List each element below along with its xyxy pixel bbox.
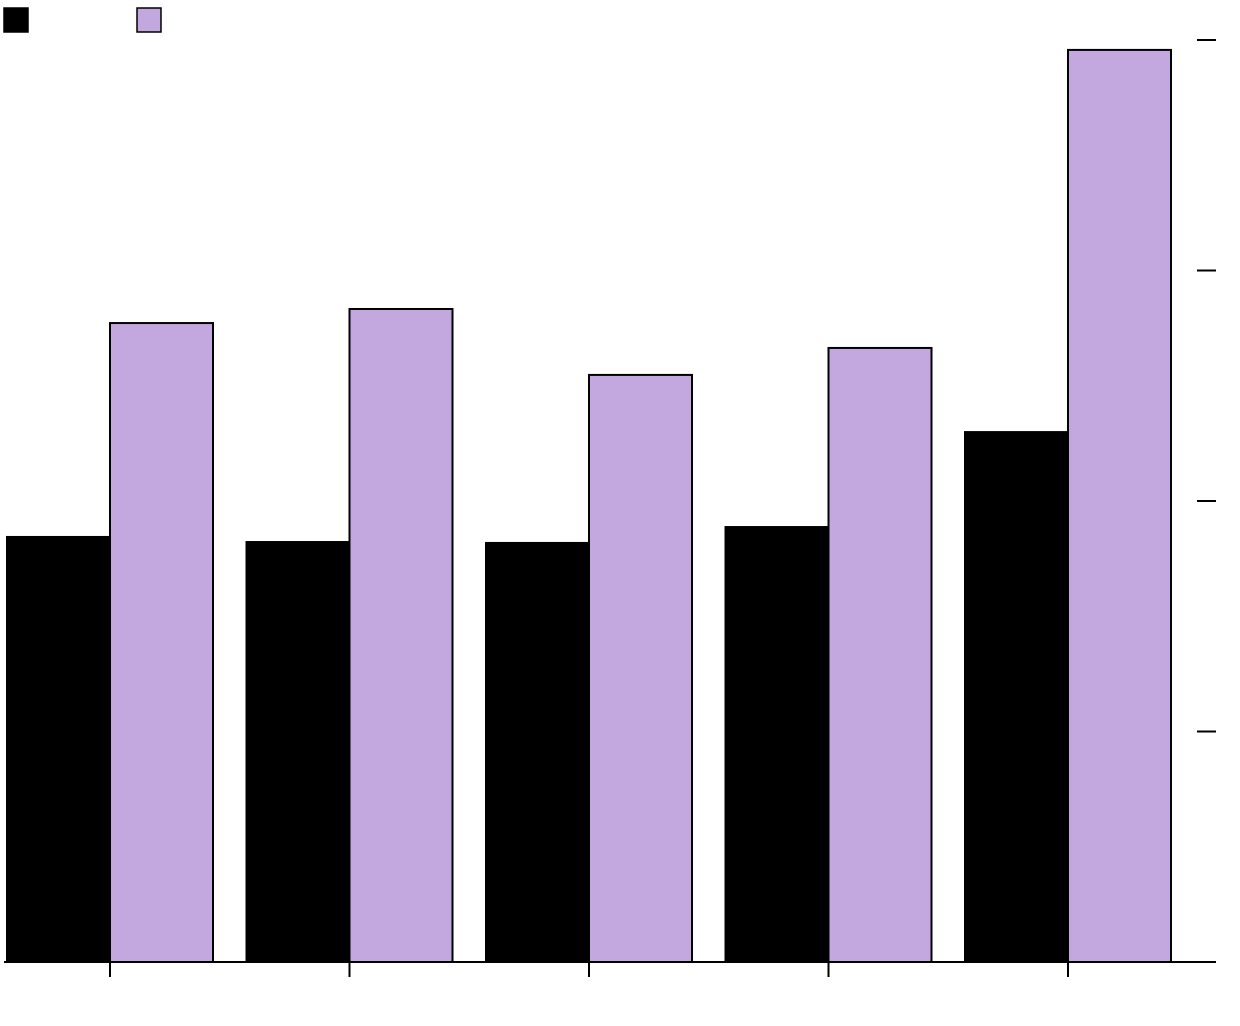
bar [485,541,590,963]
bar [6,535,111,963]
bar [724,526,830,963]
bar [964,431,1069,963]
bar [827,346,933,963]
legend-swatch [136,7,162,33]
legend-swatch [3,7,29,33]
bar [348,307,454,963]
bar [109,322,214,963]
bar [1067,48,1172,963]
bar [588,373,693,963]
bar [245,541,351,963]
